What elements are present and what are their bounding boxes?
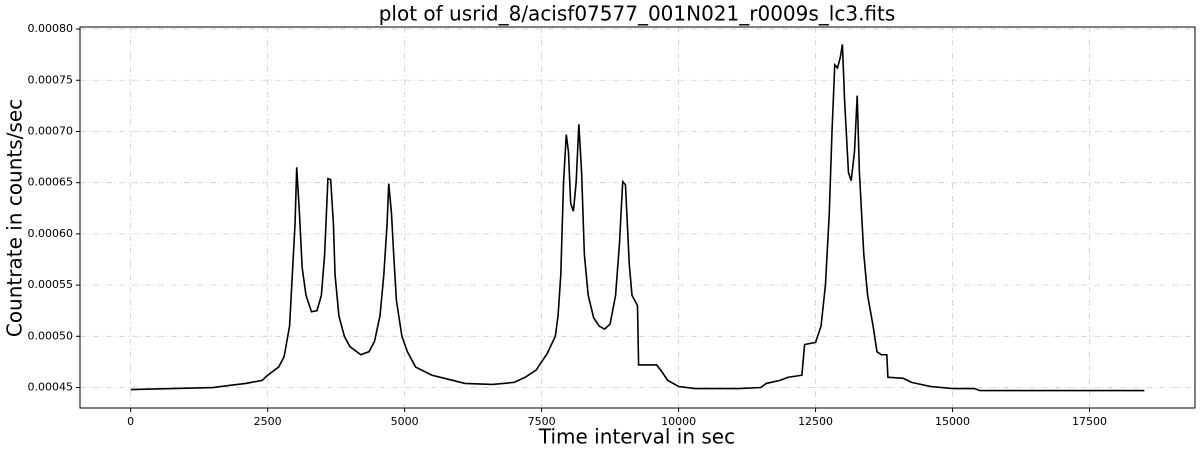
x-tick-label: 7500 (528, 415, 556, 428)
y-tick-label: 0.00045 (28, 381, 74, 394)
x-tick-label: 12500 (798, 415, 833, 428)
y-tick-label: 0.00050 (28, 329, 74, 342)
y-tick-label: 0.00065 (28, 176, 74, 189)
y-tick-label: 0.00070 (28, 124, 74, 137)
y-tick-label: 0.00075 (28, 73, 74, 86)
y-axis-label: Countrate in counts/sec (3, 99, 27, 337)
chart-title: plot of usrid_8/acisf07577_001N021_r0009… (379, 2, 896, 26)
plot-frame (79, 26, 1196, 409)
x-tick-label: 10000 (661, 415, 696, 428)
y-tick-label: 0.00055 (28, 278, 74, 291)
y-tick-label: 0.00060 (28, 227, 74, 240)
x-tick-label: 5000 (391, 415, 419, 428)
x-tick-label: 17500 (1072, 415, 1107, 428)
x-tick-label: 0 (127, 415, 134, 428)
data-line (130, 44, 1145, 392)
x-tick-label: 15000 (935, 415, 970, 428)
y-tick-label: 0.00080 (28, 22, 74, 35)
x-axis-label: Time interval in sec (538, 425, 735, 449)
x-tick-label: 2500 (254, 415, 282, 428)
